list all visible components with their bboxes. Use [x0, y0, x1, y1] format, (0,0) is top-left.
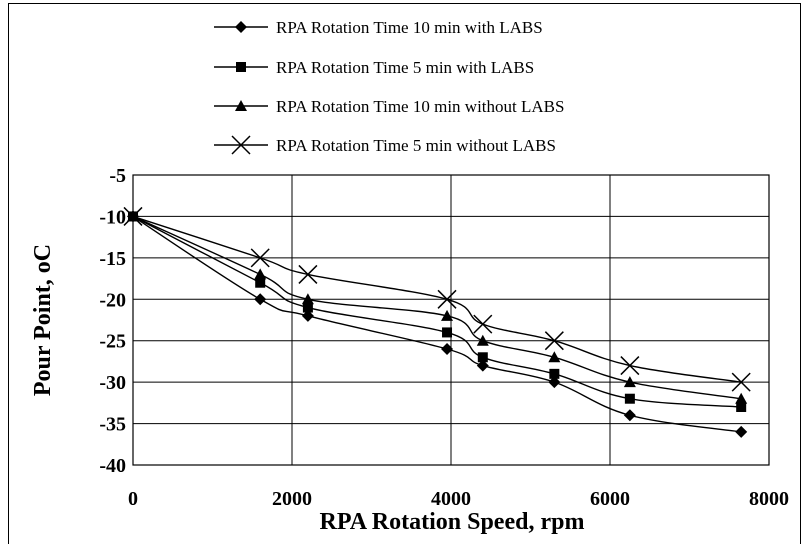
data-point: [255, 277, 266, 288]
x-tick-label: 2000: [272, 488, 312, 510]
data-point: [473, 314, 493, 334]
data-point: [735, 425, 748, 438]
legend-entry: RPA Rotation Time 10 min without LABS: [214, 97, 564, 116]
data-point: [735, 392, 748, 404]
series-layer: [123, 206, 751, 438]
legend-entry: RPA Rotation Time 5 min without LABS: [214, 135, 556, 155]
data-point: [548, 376, 561, 389]
data-point: [620, 356, 640, 376]
data-point: [549, 368, 560, 379]
legend-entry: RPA Rotation Time 5 min with LABS: [214, 58, 534, 77]
data-point: [623, 409, 636, 422]
y-tick-label: -35: [99, 414, 126, 436]
data-point: [302, 302, 313, 313]
legend: RPA Rotation Time 10 min with LABS RPA Ro…: [214, 18, 564, 155]
data-point: [623, 376, 636, 388]
legend-marker: [231, 135, 251, 155]
x-tick-label: 4000: [431, 488, 471, 510]
y-tick-label: -5: [109, 165, 126, 187]
data-point: [477, 352, 488, 363]
data-point: [736, 402, 747, 412]
data-point: [441, 343, 454, 355]
series-4: [123, 206, 751, 392]
legend-marker: [235, 21, 247, 33]
data-point: [548, 351, 561, 363]
series-3: [127, 210, 748, 404]
data-point: [123, 206, 143, 226]
data-point: [250, 248, 270, 268]
y-tick-label: -10: [99, 206, 126, 228]
x-tick-label: 6000: [590, 488, 630, 510]
data-point: [441, 309, 454, 321]
data-point: [476, 334, 489, 346]
y-axis-title: Pour Point, oC: [30, 244, 56, 396]
y-tick-label: -30: [99, 372, 126, 394]
y-tick-label: -20: [99, 289, 126, 311]
data-point: [437, 289, 457, 309]
legend-marker: [236, 62, 246, 72]
data-point: [301, 293, 314, 305]
x-axis-title: RPA Rotation Speed, rpm: [320, 509, 585, 535]
y-tick-label: -15: [99, 248, 126, 270]
data-point: [442, 327, 453, 338]
gridlines: [133, 175, 769, 465]
x-tick-label: 8000: [749, 488, 789, 510]
series-line: [132, 215, 742, 433]
legend-marker: [235, 100, 247, 111]
legend-label: RPA Rotation Time 10 min without LABS: [276, 97, 564, 116]
data-point: [476, 359, 489, 372]
data-point: [298, 264, 318, 284]
series-line: [132, 215, 742, 408]
y-tick-label: -40: [99, 455, 126, 477]
tick-labels: -5 -10 -15 -20 -25 -30 -35 -400 2000 4000 6000 8000: [99, 165, 789, 510]
series-line: [132, 215, 742, 400]
legend-label: RPA Rotation Time 10 min with LABS: [276, 18, 543, 37]
chart-frame: [8, 3, 801, 544]
data-point: [301, 309, 314, 322]
data-point: [254, 268, 267, 280]
data-point: [624, 393, 635, 404]
data-point: [544, 331, 564, 351]
y-tick-label: -25: [99, 331, 126, 353]
data-point: [254, 293, 267, 306]
data-point: [731, 372, 751, 392]
legend-entry: RPA Rotation Time 10 min with LABS: [214, 18, 543, 37]
legend-label: RPA Rotation Time 5 min with LABS: [276, 58, 534, 77]
legend-label: RPA Rotation Time 5 min without LABS: [276, 136, 556, 155]
x-tick-label: 0: [128, 488, 138, 510]
